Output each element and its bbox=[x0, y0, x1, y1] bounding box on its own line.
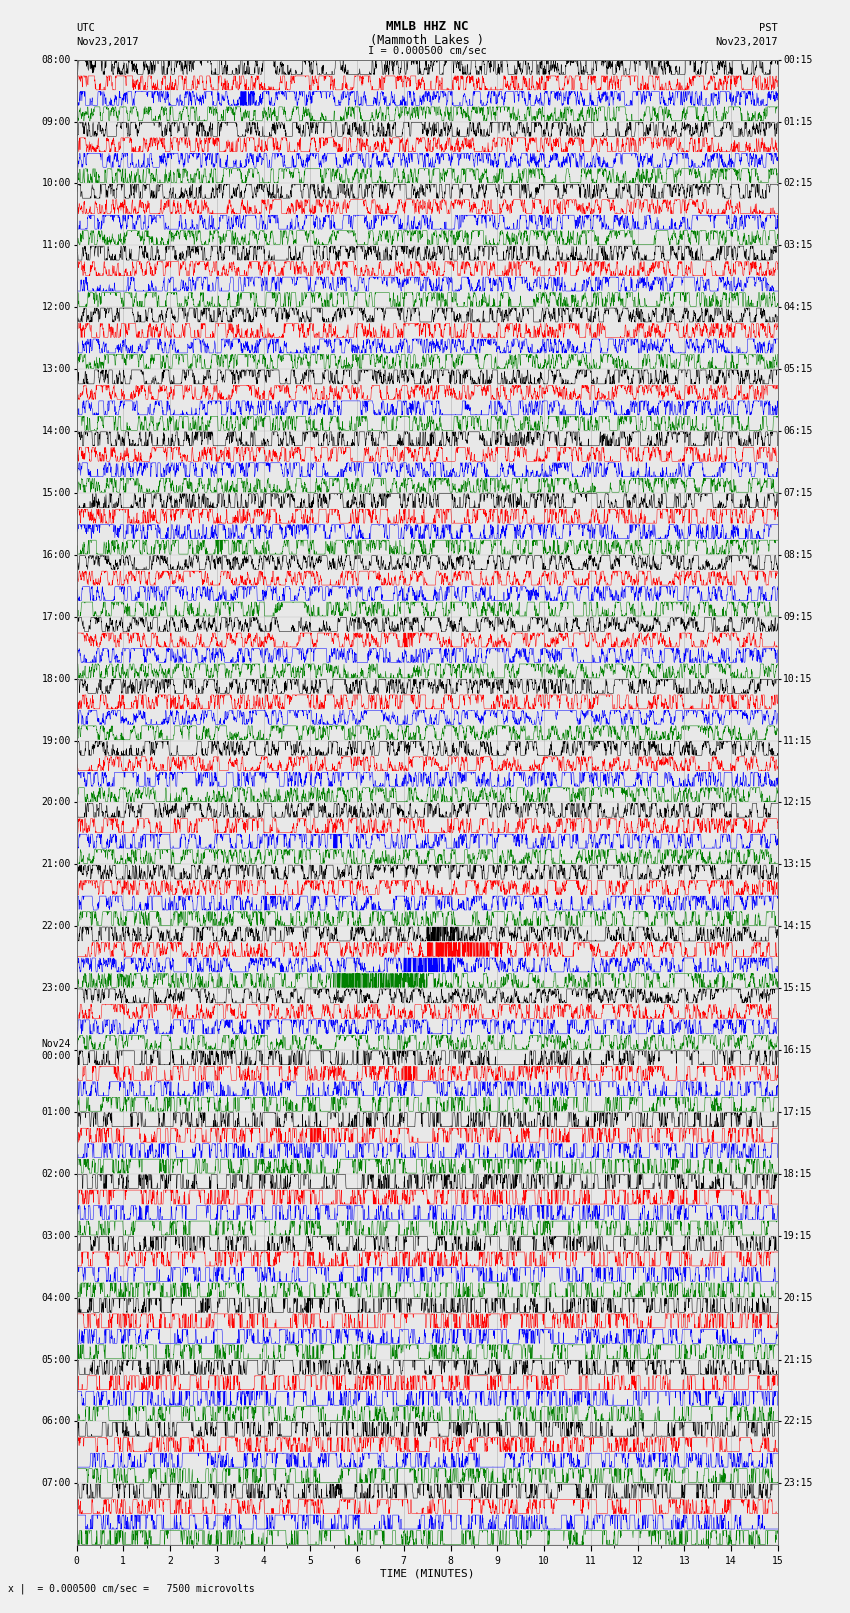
Text: (Mammoth Lakes ): (Mammoth Lakes ) bbox=[370, 34, 484, 47]
Text: UTC: UTC bbox=[76, 23, 95, 32]
Text: I = 0.000500 cm/sec: I = 0.000500 cm/sec bbox=[368, 45, 486, 56]
Text: Nov23,2017: Nov23,2017 bbox=[76, 37, 139, 47]
Text: Nov23,2017: Nov23,2017 bbox=[715, 37, 778, 47]
Text: MMLB HHZ NC: MMLB HHZ NC bbox=[386, 19, 468, 32]
X-axis label: TIME (MINUTES): TIME (MINUTES) bbox=[380, 1568, 474, 1579]
Text: x |  = 0.000500 cm/sec =   7500 microvolts: x | = 0.000500 cm/sec = 7500 microvolts bbox=[8, 1582, 255, 1594]
Text: PST: PST bbox=[759, 23, 778, 32]
